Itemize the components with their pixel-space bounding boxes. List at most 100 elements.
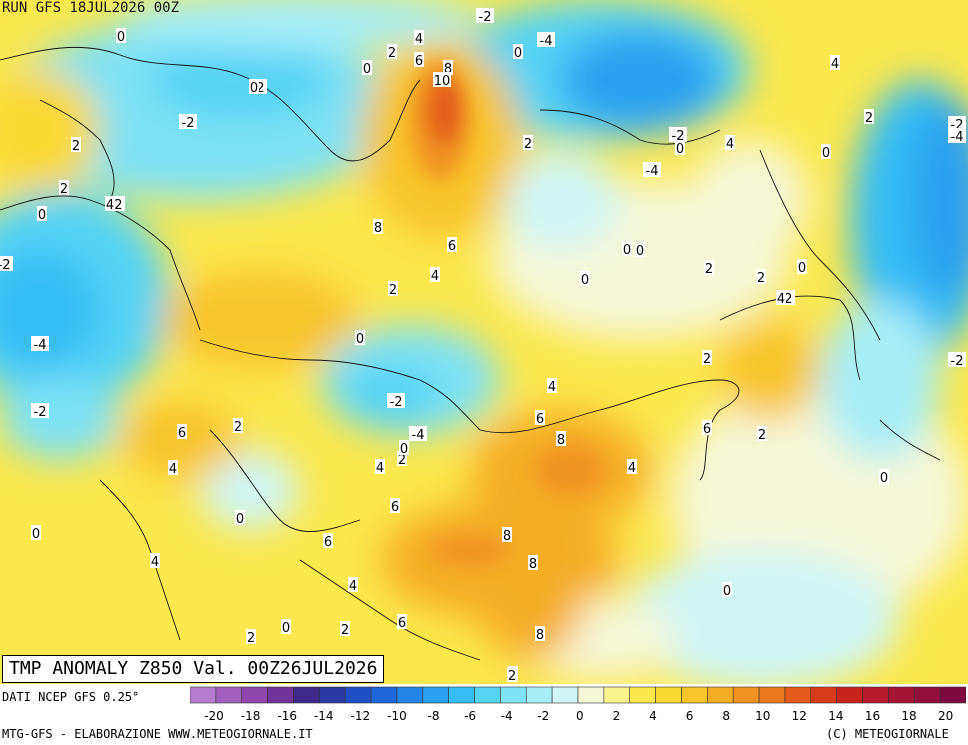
legend-tick-label: -2: [537, 709, 549, 723]
legend-tick-label: 10: [755, 709, 770, 723]
contour-label: 6: [536, 412, 544, 427]
contour-label: 4: [106, 198, 114, 213]
contour-label-bg: [387, 44, 397, 59]
contour-label-bg: [476, 8, 494, 23]
contour-label: 4: [431, 269, 439, 284]
contour-label-bg: [725, 135, 735, 150]
contour-label: 4: [349, 579, 357, 594]
legend-tick-labels: -20 -18 -16 -14 -12 -10 -8 -6 -4 -2 0 2 4 6 8 10 12 14 16 1…: [204, 709, 953, 723]
legend-swatch: [758, 686, 786, 704]
contour-label: 2: [389, 283, 397, 298]
contour-label-bg: [168, 460, 178, 475]
contour-label: 2: [703, 352, 711, 367]
legend-tick-label: 8: [722, 709, 730, 723]
contour-label: 0: [38, 208, 46, 223]
contour-label: 4: [831, 57, 839, 72]
contour-label: 0: [880, 471, 888, 486]
contour-label-bg: [31, 403, 49, 418]
legend-swatch: [396, 686, 424, 704]
anomaly-field: [0, 0, 968, 684]
contour-label: 2: [60, 182, 68, 197]
legend-tick-label: 6: [686, 709, 694, 723]
contour-label-bg: [399, 440, 409, 455]
contour-label: 2: [247, 631, 255, 646]
legend-swatch: [707, 686, 734, 704]
contour-label: 0: [514, 46, 522, 61]
contour-label-bg: [375, 459, 385, 474]
legend-tick-label: -18: [241, 709, 261, 723]
contour-label-bg: [323, 533, 333, 548]
contour-label: 0: [356, 332, 364, 347]
contour-label: 6: [415, 54, 423, 69]
legend-tick-label: 20: [938, 709, 953, 723]
legend-tick-label: -14: [314, 709, 334, 723]
map-title: TMP ANOMALY Z850 Val. 00Z26JUL2026: [2, 655, 385, 683]
contour-label-bg: [627, 459, 637, 474]
legend-swatch: [500, 686, 527, 704]
legend-swatch: [913, 686, 941, 704]
contour-label-bg: [414, 52, 424, 67]
contour-label-bg: [864, 109, 874, 124]
contour-label: -2: [479, 10, 492, 25]
legend-swatch: [836, 686, 863, 704]
contour-label: 8: [529, 557, 537, 572]
contour-label-bg: [397, 451, 407, 466]
contour-label-bg: [948, 116, 966, 131]
contour-label-bg: [397, 614, 407, 629]
run-header: RUN GFS 18JUL2026 00Z: [2, 0, 180, 16]
contour-label: 2: [508, 669, 516, 684]
contour-label: 0: [822, 146, 830, 161]
contour-label-bg: [281, 619, 291, 634]
contour-label: 0: [32, 527, 40, 542]
legend-swatch: [474, 686, 501, 704]
contour-label: 2: [341, 623, 349, 638]
contour-label: 0: [117, 30, 125, 45]
contour-label: 0: [636, 244, 644, 259]
contour-label-bg: [373, 219, 383, 234]
contour-label-bg: [150, 553, 160, 568]
contour-label-bg: [622, 241, 632, 256]
legend-tick-label: 2: [613, 709, 621, 723]
contour-label-bg: [507, 667, 517, 682]
contour-label-bg: [556, 431, 566, 446]
contour-label: 0: [623, 243, 631, 258]
contour-label-bg: [580, 271, 590, 286]
contour-label: 0: [676, 142, 684, 157]
legend-tick-label: -8: [428, 709, 440, 723]
legend-tick-label: 4: [649, 709, 657, 723]
contour-label: 2: [757, 271, 765, 286]
legend-tick-label: 16: [865, 709, 880, 723]
legend-tick-label: -16: [277, 709, 297, 723]
contour-label: -2: [182, 116, 195, 131]
contour-label-bg: [776, 290, 786, 305]
contour-label: 6: [391, 500, 399, 515]
legend-swatch: [215, 686, 243, 704]
contour-label: -2: [34, 405, 47, 420]
contour-label: 6: [398, 616, 406, 631]
contour-label-bg: [830, 55, 840, 70]
contour-label: 4: [726, 137, 734, 152]
legend-swatch: [655, 686, 682, 704]
contour-label: 2: [72, 139, 80, 154]
contour-label: 2: [865, 111, 873, 126]
contour-label: 0: [363, 62, 371, 77]
contour-label-bg: [797, 259, 807, 274]
legend-swatch: [448, 686, 475, 704]
contour-label: 10: [434, 74, 451, 89]
contour-label: 8: [536, 628, 544, 643]
legend-swatch: [241, 686, 268, 704]
contour-label-bg: [513, 44, 523, 59]
contour-label-bg: [756, 269, 766, 284]
contour-label: 0: [400, 442, 408, 457]
legend-swatch: [784, 686, 812, 704]
contour-label: 6: [448, 239, 456, 254]
contour-label-bg: [387, 393, 405, 408]
contour-label: 6: [703, 422, 711, 437]
temperature-anomaly-map: 0-2-4420810642-2-220-242-20-4-4-20420-2-…: [0, 0, 968, 684]
contour-label: 0: [723, 584, 731, 599]
contour-label-bg: [669, 127, 687, 142]
contour-label-bg: [59, 180, 69, 195]
contour-label: 8: [557, 433, 565, 448]
contour-label: 4: [151, 555, 159, 570]
contour-label-bg: [179, 114, 197, 129]
